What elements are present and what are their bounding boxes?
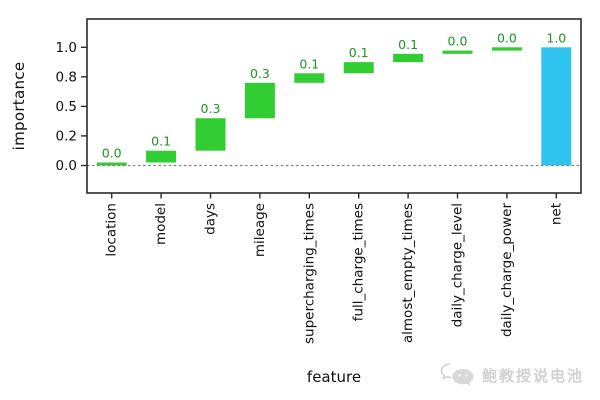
- bar-value-label-days: 0.3: [201, 101, 221, 116]
- bar-daily_charge_level: [442, 50, 473, 54]
- watermark: 鲍教授说电池: [440, 362, 584, 388]
- y-tick-label-0.8: 0.8: [56, 70, 77, 86]
- bar-mileage: [244, 82, 275, 119]
- bar-value-label-almost_empty_times: 0.1: [398, 37, 418, 52]
- x-tick-label-days: days: [203, 203, 219, 235]
- x-tick-label-location: location: [104, 203, 120, 257]
- bar-almost_empty_times: [393, 53, 424, 63]
- bar-value-label-full_charge_times: 0.1: [349, 45, 369, 60]
- bar-supercharging_times: [294, 73, 325, 83]
- chat-bubbles-icon: [440, 363, 474, 386]
- y-tick-label-1.0: 1.0: [56, 40, 77, 56]
- plot-frame: [86, 18, 582, 194]
- bar-daily_charge_power: [491, 47, 522, 51]
- bar-value-label-model: 0.1: [151, 134, 171, 149]
- bar-value-label-daily_charge_level: 0.0: [448, 34, 468, 49]
- x-tick-label-daily_charge_level: daily_charge_level: [450, 203, 466, 327]
- x-tick-label-net: net: [548, 203, 564, 225]
- x-tick-label-model: model: [153, 203, 169, 245]
- y-tick-label-0.2: 0.2: [56, 129, 77, 145]
- y-axis-title: importance: [10, 61, 28, 151]
- bar-value-label-net: 1.0: [546, 30, 566, 45]
- y-tick-label-0.0: 0.0: [56, 158, 77, 174]
- y-tick-label-0.5: 0.5: [56, 99, 77, 115]
- x-tick-label-daily_charge_power: daily_charge_power: [499, 203, 515, 337]
- bar-days: [195, 118, 226, 151]
- bar-full_charge_times: [343, 62, 374, 74]
- bar-value-label-daily_charge_power: 0.0: [497, 30, 517, 45]
- bar-value-label-location: 0.0: [102, 146, 122, 161]
- bar-model: [146, 150, 177, 163]
- x-tick-label-full_charge_times: full_charge_times: [351, 203, 367, 321]
- bar-location: [96, 162, 127, 166]
- x-axis-title: feature: [306, 368, 362, 386]
- x-tick-label-mileage: mileage: [252, 203, 268, 257]
- x-tick-label-supercharging_times: supercharging_times: [301, 203, 317, 344]
- watermark-text: 鲍教授说电池: [481, 366, 584, 385]
- bar-net: [541, 47, 572, 166]
- bar-value-label-supercharging_times: 0.1: [299, 56, 319, 71]
- bar-value-label-mileage: 0.3: [250, 66, 270, 81]
- x-tick-label-almost_empty_times: almost_empty_times: [400, 203, 416, 343]
